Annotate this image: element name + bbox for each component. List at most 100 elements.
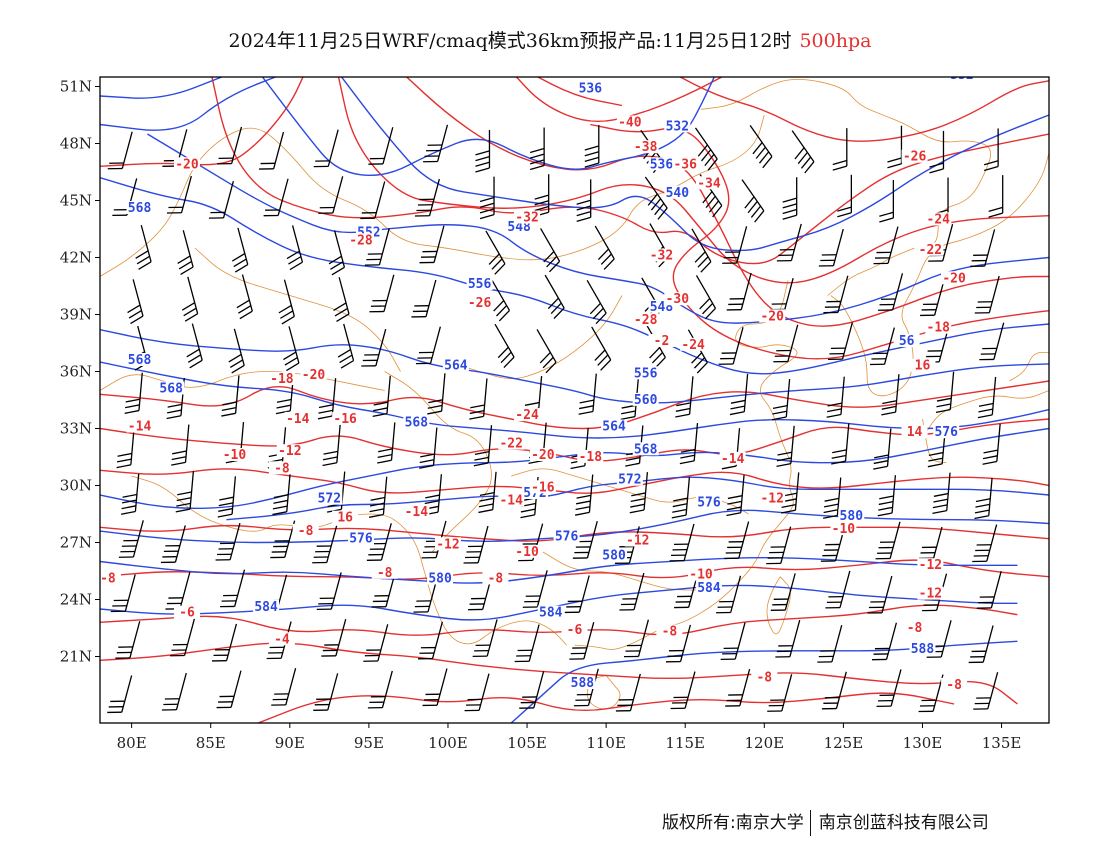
wind-barb (479, 176, 495, 220)
wind-barb (312, 525, 338, 564)
temperature-label-bg (514, 408, 541, 422)
x-tick-label: 90E (275, 734, 305, 752)
temperature-contour-label: -14 (721, 452, 745, 467)
height-contour-label: 576 (555, 530, 579, 545)
wind-barb (529, 127, 545, 171)
temperature-label-bg (632, 140, 659, 154)
wind-barb (578, 373, 597, 415)
temperature-contour-label: -30 (666, 292, 690, 307)
temperature-contour-label: -22 (919, 243, 942, 258)
height-label-bg (537, 605, 564, 619)
x-tick-label: 85E (196, 734, 226, 752)
wind-barb (217, 476, 237, 518)
x-tick-label: 95E (354, 734, 384, 752)
height-label-bg (933, 425, 960, 439)
temperature-label-bg (268, 461, 295, 475)
wind-barb (514, 624, 540, 663)
temperature-label-bg (759, 491, 786, 505)
temperature-contour-label: -20 (531, 448, 555, 463)
x-tick-label: 110E (586, 734, 626, 752)
temperature-contour-label: -12 (919, 558, 942, 573)
wind-barb (741, 179, 765, 223)
wind-barb (472, 619, 498, 658)
height-contour-label: 588 (911, 642, 935, 657)
height-contour-label: 564 (444, 359, 468, 374)
wind-barb (920, 278, 946, 317)
height-label-bg (403, 415, 430, 429)
wind-barb (368, 476, 388, 518)
temperature-label-bg (514, 210, 541, 224)
height-contour-label: 572 (618, 473, 641, 488)
wind-barb (716, 575, 742, 614)
wind-barb (377, 422, 396, 464)
height-contour-label: 552 (950, 68, 973, 83)
wind-barb (161, 672, 187, 711)
wind-barb (337, 323, 355, 369)
temperature-contour-label: -6 (567, 623, 583, 638)
wind-barb (165, 571, 191, 610)
y-tick-label: 21N (60, 648, 92, 666)
temperature-contour-label: -20 (175, 157, 199, 172)
wind-barb (770, 573, 796, 611)
temperature-label-bg (941, 271, 968, 285)
wind-barb (120, 473, 140, 515)
temperature-label-bg (616, 115, 643, 129)
temperature-contour-label: -8 (756, 670, 772, 685)
wind-barb (321, 618, 347, 657)
temperature-label-bg (482, 571, 509, 585)
wind-barb (283, 326, 300, 372)
wind-barb (974, 477, 993, 520)
x-tick-label: 130E (903, 734, 943, 752)
height-contour-label: 568 (128, 353, 152, 368)
map-title: 2024年11月25日WRF/cmaq模式36km预报产品:11月25日12时 5… (0, 26, 1100, 53)
wind-barb (929, 130, 945, 174)
temperature-label-bg (529, 448, 556, 461)
temperature-contour-label: -22 (499, 437, 522, 452)
wind-barb (873, 428, 892, 470)
wind-barb (791, 130, 815, 174)
wind-barb (272, 473, 291, 516)
temperature-label-bg (173, 157, 200, 171)
wind-barb (186, 323, 203, 369)
temperature-contour-label: -26 (468, 296, 492, 311)
height-label-bg (632, 392, 659, 406)
height-label-bg (695, 495, 722, 509)
temperature-label-bg (751, 670, 778, 684)
contour-labels: 568 568 568 552 556 564 568 572 576 572 576 580 584 5… (100, 62, 983, 693)
wind-barb (116, 426, 135, 469)
wind-barb (427, 373, 446, 415)
temperature-contour-label: -28 (958, 62, 982, 77)
wind-barb (221, 375, 240, 417)
geopotential-height-contours (100, 77, 1049, 723)
height-label-bg (158, 381, 185, 395)
wind-barb (270, 520, 296, 559)
coastline-border-line (827, 247, 915, 296)
wind-barb (333, 277, 350, 323)
wind-barb (540, 228, 561, 273)
temperature-contour-label: -18 (270, 372, 294, 387)
height-contour-label: 580 (602, 549, 626, 564)
wind-barb (534, 174, 550, 217)
temperature-label-bg (957, 62, 983, 75)
temperature-label-bg (664, 292, 691, 306)
wind-barb (574, 474, 594, 516)
wind-barb (519, 671, 545, 709)
wind-barb (360, 181, 386, 220)
height-label-bg (695, 581, 722, 594)
wind-barb (988, 175, 1004, 218)
wind-barb (623, 619, 650, 658)
coastline-border-line (100, 114, 765, 277)
coastline-border-line (766, 576, 791, 635)
height-label-bg (316, 491, 343, 505)
copyright-footer: 版权所有:南京大学 南京创蓝科技有限公司 (662, 808, 989, 836)
latitude-axis: 51N 48N 45N 42N 39N 36N 33N 30N 27N 24N 21N (60, 78, 100, 666)
coastline-border-line (131, 475, 567, 646)
height-contour-line (340, 77, 1049, 252)
height-contour-line (100, 556, 1018, 584)
height-label-bg (577, 81, 604, 95)
height-contour-line (510, 640, 1018, 723)
coastline-border-line (1009, 352, 1049, 382)
temperature-contour-line (257, 692, 955, 723)
temperature-label-bg (688, 567, 715, 581)
